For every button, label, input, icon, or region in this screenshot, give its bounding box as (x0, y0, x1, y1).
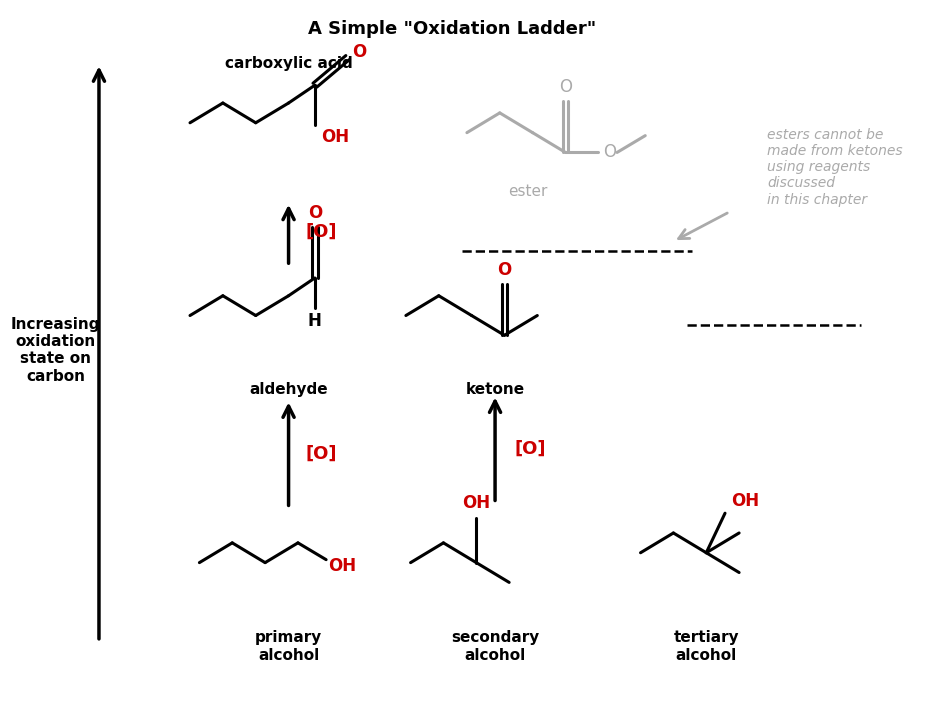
Text: OH: OH (730, 492, 759, 510)
Text: carboxylic acid: carboxylic acid (224, 56, 352, 71)
Text: OH: OH (462, 495, 489, 513)
Text: O: O (497, 261, 511, 279)
Text: esters cannot be
made from ketones
using reagents
discussed
in this chapter: esters cannot be made from ketones using… (767, 128, 902, 207)
Text: ketone: ketone (465, 382, 524, 397)
Text: [O]: [O] (305, 445, 337, 463)
Text: OH: OH (321, 127, 349, 145)
Text: H: H (308, 312, 322, 330)
Text: O: O (558, 78, 571, 96)
Text: tertiary
alcohol: tertiary alcohol (673, 631, 738, 663)
Text: primary
alcohol: primary alcohol (255, 631, 322, 663)
Text: [O]: [O] (514, 440, 546, 458)
Text: OH: OH (327, 557, 356, 575)
Text: O: O (603, 143, 616, 161)
Text: O: O (351, 42, 365, 60)
Text: ester: ester (508, 184, 547, 199)
Text: O: O (308, 204, 322, 222)
Text: secondary
alcohol: secondary alcohol (451, 631, 539, 663)
Text: aldehyde: aldehyde (249, 382, 327, 397)
Text: Increasing
oxidation
state on
carbon: Increasing oxidation state on carbon (11, 317, 100, 384)
Text: A Simple "Oxidation Ladder": A Simple "Oxidation Ladder" (308, 20, 595, 38)
Text: [O]: [O] (305, 222, 337, 240)
